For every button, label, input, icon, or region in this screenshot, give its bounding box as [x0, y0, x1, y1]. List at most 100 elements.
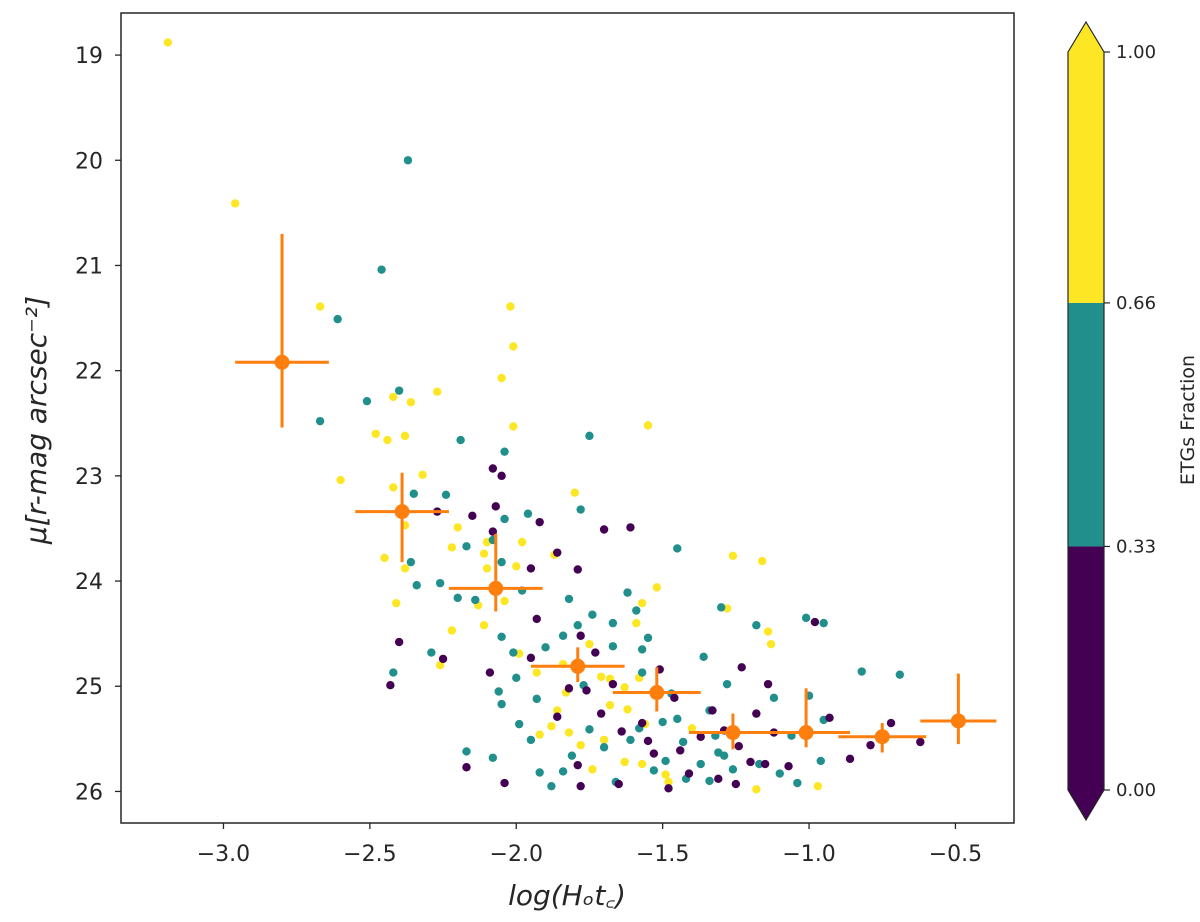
colorbar-tick-label: 1.00 [1116, 42, 1156, 63]
data-point [717, 603, 726, 612]
data-point [637, 598, 647, 608]
y-tick-label: 19 [75, 44, 103, 69]
data-point [564, 594, 574, 604]
data-point [661, 770, 670, 779]
data-point [526, 564, 536, 573]
data-point [731, 779, 741, 789]
data-point [380, 553, 389, 563]
data-point [403, 156, 413, 165]
data-point [746, 757, 755, 767]
colorbar-segment [1068, 302, 1104, 547]
data-point [570, 488, 580, 497]
data-point [333, 314, 342, 324]
data-point [435, 578, 445, 588]
data-point [673, 714, 682, 724]
data-point [705, 776, 714, 786]
data-point [500, 596, 509, 606]
y-tick-label: 22 [75, 360, 103, 385]
data-point [661, 756, 670, 766]
data-point [643, 421, 653, 430]
data-point [608, 642, 618, 651]
y-axis-label: μ[r-mag arcsec⁻²] [20, 296, 53, 545]
data-point [643, 633, 653, 643]
y-axis: 19 20 21 22 23 24 25 26 [75, 44, 121, 805]
colorbar-segment [1068, 546, 1104, 790]
data-point [447, 626, 457, 635]
data-point [564, 684, 574, 693]
binned-point [649, 685, 665, 701]
data-point [482, 564, 492, 573]
data-point [453, 523, 462, 532]
data-point [752, 709, 761, 718]
plot-frame [120, 12, 1015, 824]
data-point [491, 502, 500, 511]
data-point [649, 749, 659, 758]
data-point [591, 648, 600, 657]
binned-point [950, 713, 966, 729]
data-point [315, 302, 325, 311]
data-point [687, 724, 697, 733]
data-point [500, 514, 509, 524]
data-point [488, 527, 498, 536]
x-tick-label: −2.0 [490, 842, 543, 867]
plot-background [121, 13, 1014, 823]
y-tick-label: 24 [75, 570, 103, 595]
data-point [567, 751, 577, 760]
y-tick-label: 26 [75, 780, 103, 805]
data-point [596, 672, 606, 681]
x-tick-label: −2.5 [343, 842, 396, 867]
data-point [392, 598, 401, 608]
data-point [406, 398, 416, 407]
data-point [558, 631, 568, 640]
x-axis-label: log(Hₒt꜀) [508, 879, 626, 912]
x-tick-label: −3.0 [197, 842, 250, 867]
data-point [553, 548, 562, 557]
colorbar-tick-label: 0.66 [1116, 293, 1156, 314]
data-point [383, 435, 392, 445]
data-point [526, 653, 536, 663]
data-point [784, 761, 793, 771]
binned-point [874, 729, 890, 745]
data-point [163, 38, 173, 47]
data-point [576, 631, 585, 640]
data-point [775, 769, 784, 778]
colorbar-tick-label: 0.33 [1116, 536, 1156, 557]
data-point [389, 392, 398, 402]
data-point [535, 730, 544, 739]
y-tick-label: 23 [75, 465, 103, 490]
data-point [608, 618, 618, 628]
data-point [664, 784, 673, 793]
data-point [497, 557, 506, 567]
data-point [664, 777, 673, 787]
binned-point [394, 504, 410, 520]
colorbar-extend-min [1068, 790, 1104, 820]
data-point [760, 759, 770, 769]
colorbar-extend-max [1068, 22, 1104, 52]
colorbar-tick-label: 0.00 [1116, 780, 1156, 801]
data-point [558, 767, 568, 776]
data-point [512, 673, 521, 683]
data-point [573, 565, 582, 574]
data-point [506, 302, 515, 311]
data-point [585, 725, 594, 734]
data-point [714, 748, 723, 757]
data-point [394, 637, 404, 647]
data-point [547, 722, 556, 731]
data-point [532, 694, 541, 704]
data-point [599, 743, 609, 752]
data-point [400, 431, 410, 441]
data-point [547, 781, 556, 791]
data-point [599, 735, 609, 745]
data-point [696, 732, 705, 741]
data-point [485, 668, 495, 677]
data-point [596, 709, 606, 718]
data-point [599, 525, 609, 534]
data-point [462, 747, 471, 756]
data-point [523, 509, 533, 518]
data-point [623, 705, 632, 714]
binned-point [570, 658, 586, 674]
data-point [886, 718, 896, 728]
data-point [389, 483, 398, 492]
data-point [409, 489, 418, 498]
